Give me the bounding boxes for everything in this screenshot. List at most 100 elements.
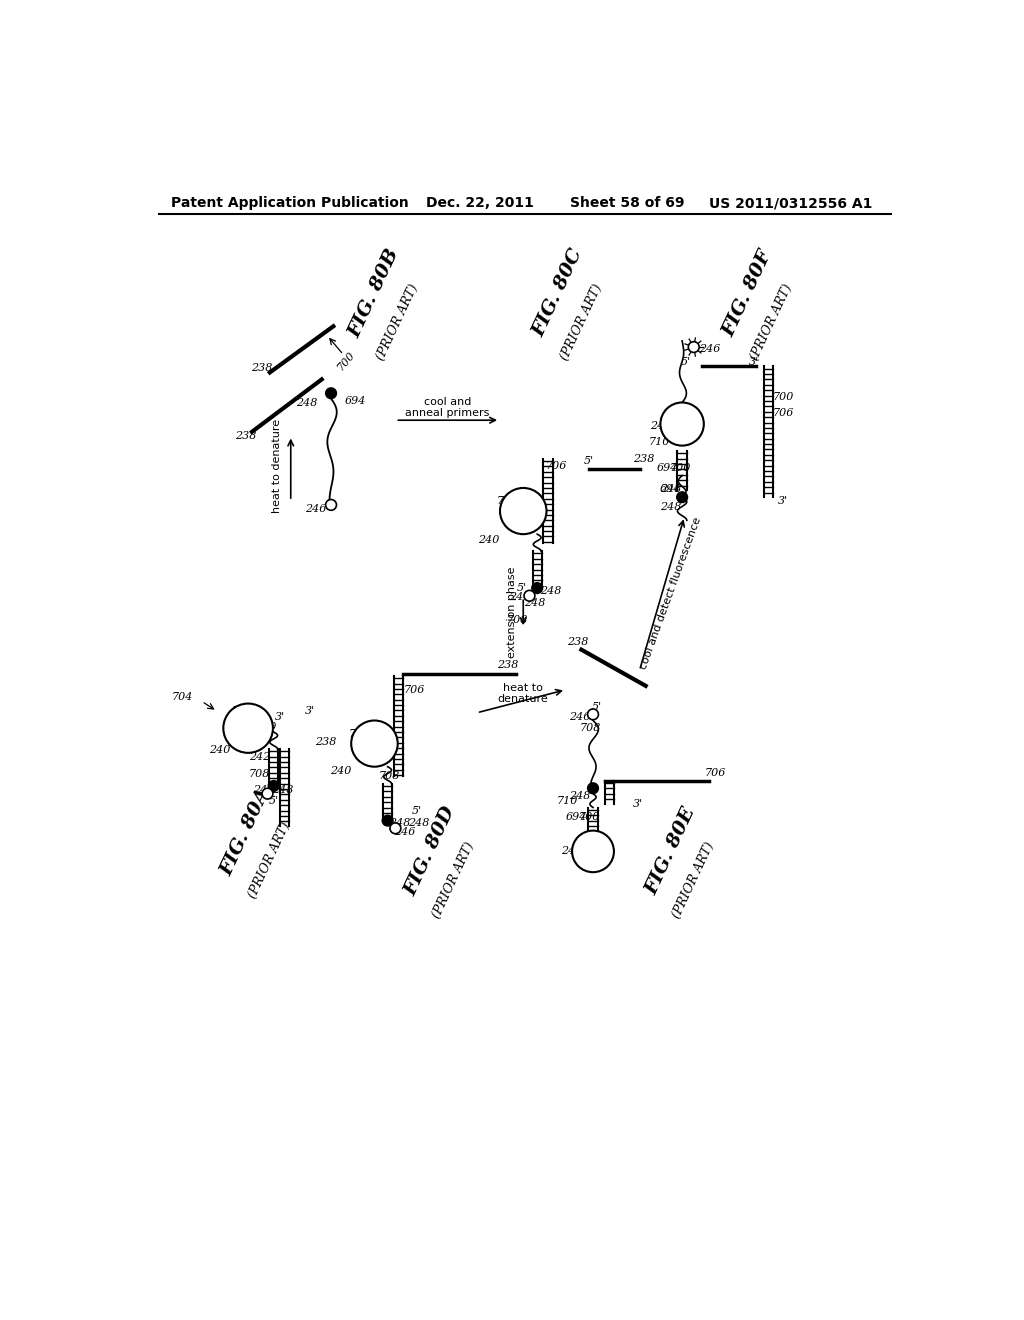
Text: 3': 3'	[778, 496, 787, 506]
Text: 710: 710	[232, 706, 253, 717]
Text: 238: 238	[567, 638, 588, 647]
Text: 710: 710	[649, 437, 671, 446]
Text: (PRIOR ART): (PRIOR ART)	[558, 282, 605, 363]
Text: 710: 710	[348, 730, 370, 739]
Circle shape	[262, 788, 273, 799]
Circle shape	[326, 499, 337, 511]
Circle shape	[660, 403, 703, 446]
Text: 246: 246	[253, 785, 274, 795]
Text: FIG. 80F: FIG. 80F	[720, 247, 776, 339]
Text: 3': 3'	[305, 706, 315, 717]
Text: 694: 694	[507, 511, 528, 521]
Text: Dec. 22, 2011: Dec. 22, 2011	[426, 197, 535, 210]
Circle shape	[677, 492, 687, 503]
Text: 694: 694	[565, 812, 587, 822]
Circle shape	[223, 704, 273, 752]
Text: 700: 700	[520, 511, 542, 521]
Text: 5': 5'	[681, 358, 691, 367]
Text: 694: 694	[357, 744, 379, 755]
Circle shape	[572, 830, 614, 873]
Text: 248: 248	[659, 502, 681, 512]
Text: 706: 706	[705, 768, 726, 777]
Text: 5': 5'	[592, 702, 602, 711]
Text: 694: 694	[243, 722, 264, 731]
Text: heat to
denature: heat to denature	[498, 682, 549, 705]
Text: 700: 700	[579, 812, 600, 822]
Text: extension phase: extension phase	[507, 568, 517, 659]
Text: 238: 238	[497, 660, 518, 671]
Circle shape	[688, 342, 699, 352]
Text: 700: 700	[255, 722, 276, 731]
Text: 240: 240	[477, 535, 499, 545]
Text: 710: 710	[557, 796, 579, 807]
Text: (PRIOR ART): (PRIOR ART)	[247, 821, 293, 900]
Text: 708: 708	[379, 771, 399, 781]
Text: FIG. 80A: FIG. 80A	[218, 785, 274, 879]
Text: 694: 694	[344, 396, 366, 407]
Text: 704: 704	[172, 693, 193, 702]
Text: 710: 710	[497, 496, 518, 506]
Circle shape	[326, 388, 337, 399]
Text: 700: 700	[670, 463, 691, 473]
Text: 248: 248	[659, 484, 681, 495]
Circle shape	[588, 783, 598, 793]
Text: anneal primers: anneal primers	[406, 408, 489, 417]
Text: 248: 248	[296, 399, 317, 408]
Circle shape	[531, 582, 543, 594]
Text: 248: 248	[272, 785, 294, 795]
Text: (PRIOR ART): (PRIOR ART)	[671, 840, 717, 920]
Text: Sheet 58 of 69: Sheet 58 of 69	[569, 197, 684, 210]
Text: (PRIOR ART): (PRIOR ART)	[748, 282, 795, 363]
Text: cool and: cool and	[424, 397, 471, 408]
Text: 240: 240	[209, 744, 230, 755]
Text: 708: 708	[249, 770, 270, 779]
Text: FIG. 80C: FIG. 80C	[529, 247, 587, 341]
Circle shape	[588, 709, 598, 719]
Circle shape	[524, 590, 535, 601]
Text: 246: 246	[305, 504, 327, 513]
Text: 3': 3'	[633, 799, 643, 809]
Text: 708: 708	[580, 723, 601, 733]
Text: Patent Application Publication: Patent Application Publication	[171, 197, 409, 210]
Text: 3': 3'	[274, 711, 285, 722]
Text: 700: 700	[336, 350, 357, 372]
Text: 248: 248	[540, 586, 561, 597]
Circle shape	[382, 816, 393, 826]
Text: 706: 706	[772, 408, 794, 417]
Text: 238: 238	[251, 363, 272, 372]
Text: 700: 700	[371, 744, 392, 755]
Text: heat to denature: heat to denature	[271, 420, 282, 513]
Text: 248: 248	[408, 818, 429, 828]
Text: US 2011/0312556 A1: US 2011/0312556 A1	[710, 197, 872, 210]
Text: 246: 246	[394, 828, 416, 837]
Circle shape	[390, 822, 400, 834]
Text: 708: 708	[507, 615, 528, 626]
Text: (PRIOR ART): (PRIOR ART)	[430, 840, 477, 920]
Text: 5': 5'	[584, 455, 594, 466]
Text: 246: 246	[569, 711, 591, 722]
Text: 248: 248	[524, 598, 546, 607]
Text: 240: 240	[560, 846, 582, 857]
Text: 246: 246	[509, 593, 530, 602]
Text: (PRIOR ART): (PRIOR ART)	[375, 282, 421, 363]
Text: 5': 5'	[517, 583, 526, 593]
Text: 238: 238	[633, 454, 654, 463]
Text: 248: 248	[388, 818, 410, 828]
Text: 238: 238	[315, 737, 336, 747]
Text: FIG. 80E: FIG. 80E	[642, 805, 698, 898]
Circle shape	[268, 780, 280, 792]
Text: 5': 5'	[268, 796, 279, 807]
Text: 240: 240	[650, 421, 672, 432]
Text: 700: 700	[772, 392, 794, 403]
Text: cool and detect fluorescence: cool and detect fluorescence	[638, 516, 702, 671]
Text: 246: 246	[698, 345, 720, 354]
Text: 706: 706	[404, 685, 425, 694]
Circle shape	[500, 488, 547, 535]
Text: FIG. 80D: FIG. 80D	[401, 804, 459, 899]
Text: 248: 248	[569, 791, 591, 801]
Text: 694: 694	[656, 463, 678, 473]
Text: 242: 242	[249, 752, 270, 763]
Text: 5': 5'	[412, 805, 422, 816]
Text: 240: 240	[331, 766, 352, 776]
Text: FIG. 80B: FIG. 80B	[346, 246, 402, 341]
